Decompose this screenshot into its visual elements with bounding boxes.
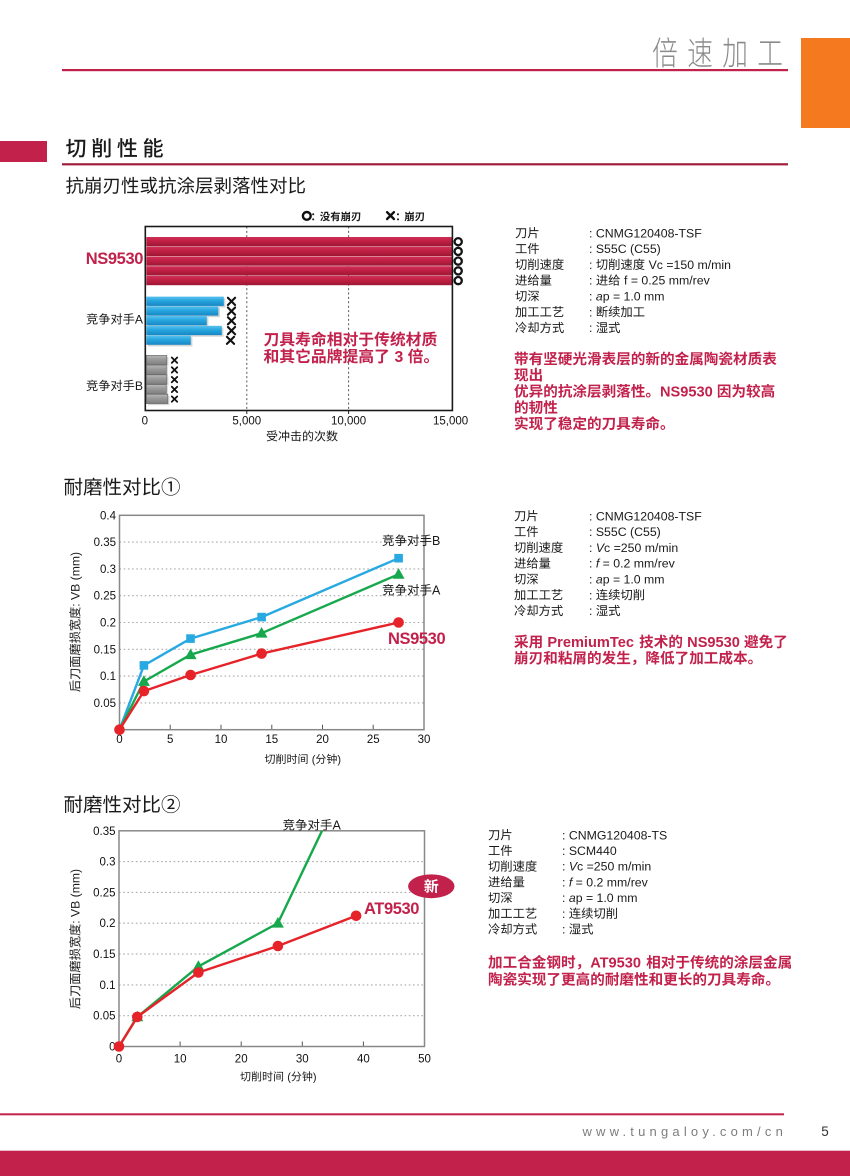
svg-text:40: 40: [357, 1054, 370, 1066]
svg-text:0.1: 0.1: [100, 671, 116, 683]
svg-text:NS9530: NS9530: [86, 250, 143, 268]
svg-text:NS9530: NS9530: [388, 630, 445, 648]
svg-text:: VB (mm): : VB (mm): [69, 552, 83, 607]
svg-text:15,000: 15,000: [433, 416, 468, 428]
svg-text:50: 50: [418, 1054, 431, 1066]
svg-text:5: 5: [167, 734, 173, 746]
svg-text::: :: [589, 274, 596, 288]
svg-text:(: (: [287, 1072, 291, 1084]
svg-text:: VB (mm): : VB (mm): [69, 869, 83, 924]
svg-text:0.2: 0.2: [100, 618, 116, 630]
svg-text:: ap = 1.0 mm: : ap = 1.0 mm: [589, 290, 665, 304]
svg-text:0.3: 0.3: [100, 857, 116, 869]
svg-text:30: 30: [296, 1054, 309, 1066]
svg-text:25: 25: [367, 734, 380, 746]
svg-text:5: 5: [821, 1124, 829, 1139]
svg-text:(: (: [312, 754, 316, 766]
svg-text:0.35: 0.35: [93, 826, 115, 838]
svg-text:): ): [313, 1072, 317, 1084]
svg-text:: CNMG120408-TSF: : CNMG120408-TSF: [589, 509, 702, 523]
svg-text:0.05: 0.05: [94, 698, 116, 710]
svg-text:0.35: 0.35: [94, 537, 116, 549]
svg-text:www.tungaloy.com/cn: www.tungaloy.com/cn: [581, 1124, 787, 1139]
svg-text:0.25: 0.25: [93, 887, 115, 899]
svg-text:5,000: 5,000: [232, 416, 261, 428]
svg-text:20: 20: [235, 1054, 248, 1066]
svg-text:: Vc =250 m/min: : Vc =250 m/min: [562, 860, 651, 874]
svg-text::: :: [589, 321, 596, 335]
svg-text::: :: [589, 258, 596, 272]
svg-text:AT9530: AT9530: [590, 956, 645, 972]
svg-text:B: B: [432, 534, 440, 548]
svg-text:: ap = 1.0 mm: : ap = 1.0 mm: [589, 573, 665, 587]
svg-text:0.4: 0.4: [100, 510, 117, 522]
svg-text:B: B: [135, 379, 143, 393]
svg-text:0: 0: [109, 1042, 115, 1054]
svg-text:0.05: 0.05: [93, 1011, 115, 1023]
svg-text:3: 3: [394, 349, 407, 366]
svg-text:: ap = 1.0 mm: : ap = 1.0 mm: [562, 891, 638, 905]
svg-text:20: 20: [316, 734, 329, 746]
svg-text:PremiumTec: PremiumTec: [547, 635, 638, 651]
svg-text:0.25: 0.25: [94, 591, 116, 603]
svg-text:A: A: [135, 313, 144, 327]
svg-text::: :: [589, 588, 596, 602]
svg-text:0.1: 0.1: [100, 980, 116, 992]
svg-text:: CNMG120408-TS: : CNMG120408-TS: [562, 828, 667, 842]
svg-text:A: A: [432, 584, 441, 598]
svg-text:: S55C (C55): : S55C (C55): [589, 525, 661, 539]
svg-text:10: 10: [174, 1054, 187, 1066]
svg-text:10,000: 10,000: [331, 416, 366, 428]
svg-text:0.2: 0.2: [100, 918, 116, 930]
svg-text:: f = 0.2 mm/rev: : f = 0.2 mm/rev: [562, 875, 649, 889]
svg-text:0.3: 0.3: [100, 564, 116, 576]
svg-text:0: 0: [142, 416, 148, 428]
svg-text:0.15: 0.15: [93, 949, 115, 961]
svg-text:0: 0: [116, 1054, 122, 1066]
svg-text:NS9530: NS9530: [660, 384, 717, 400]
svg-text:30: 30: [418, 734, 431, 746]
svg-text:NS9530: NS9530: [687, 635, 744, 651]
svg-text:): ): [337, 754, 341, 766]
svg-text:: S55C (C55): : S55C (C55): [589, 242, 661, 256]
svg-text::: :: [589, 604, 596, 618]
svg-text:15: 15: [265, 734, 278, 746]
svg-text::: :: [589, 305, 596, 319]
svg-text:: SCM440: : SCM440: [562, 844, 617, 858]
svg-text:0.15: 0.15: [94, 644, 116, 656]
svg-text:: CNMG120408-TSF: : CNMG120408-TSF: [589, 226, 702, 240]
svg-text:: Vc =250 m/min: : Vc =250 m/min: [589, 541, 678, 555]
svg-text:10: 10: [215, 734, 228, 746]
svg-text:: f = 0.2 mm/rev: : f = 0.2 mm/rev: [589, 557, 676, 571]
svg-text:0: 0: [116, 734, 122, 746]
svg-text:f = 0.25 mm/rev: f = 0.25 mm/rev: [624, 274, 711, 288]
svg-text:A: A: [333, 819, 342, 833]
svg-text:AT9530: AT9530: [364, 900, 419, 918]
svg-text::: :: [562, 907, 569, 921]
svg-text::: :: [562, 923, 569, 937]
svg-text:Vc =150 m/min: Vc =150 m/min: [649, 258, 732, 272]
